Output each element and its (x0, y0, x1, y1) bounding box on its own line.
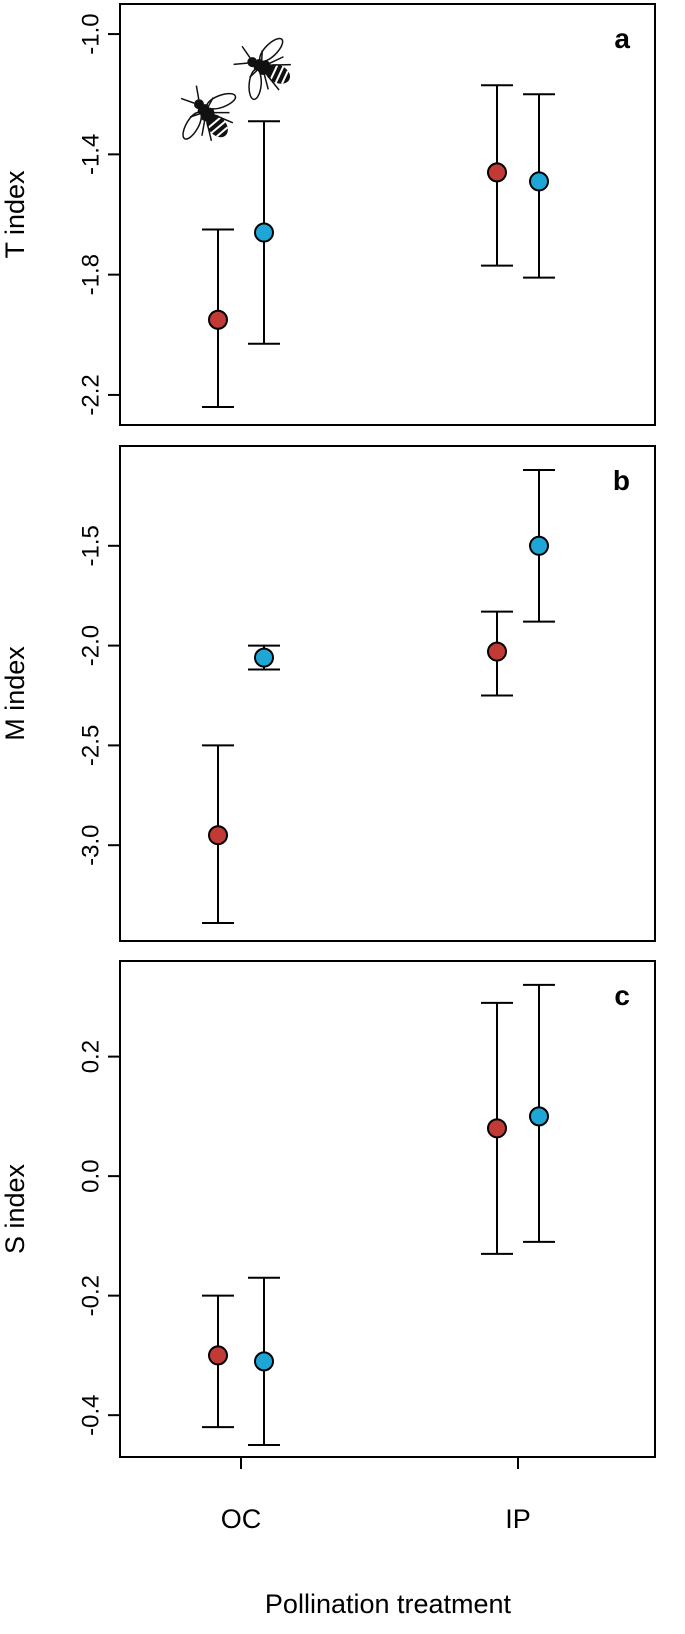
y-tick-label: -1.8 (77, 254, 104, 295)
panel-letter: b (613, 465, 630, 496)
y-tick-label: -3.0 (77, 825, 104, 866)
panel-a: -1.0 -1.4 -1.8 -2.2 T index a (0, 3, 656, 426)
y-axis-title: M index (0, 646, 30, 741)
plot-frame (119, 445, 656, 942)
y-tick-label: -2.2 (77, 374, 104, 415)
plot-frame (119, 960, 656, 1458)
data-point (529, 171, 549, 192)
y-tick-label: -2.0 (77, 625, 104, 666)
bee-icon (160, 68, 254, 160)
y-tick-label: 0.0 (77, 1159, 104, 1192)
y-axis-title: T index (0, 170, 30, 259)
data-point (487, 1118, 507, 1139)
data-point (254, 222, 274, 243)
plot-frame (119, 3, 656, 426)
panel-letter: c (614, 980, 630, 1011)
data-point (529, 535, 549, 556)
x-tick-label: IP (505, 1504, 531, 1534)
data-point (529, 1106, 549, 1127)
data-point (208, 309, 228, 330)
y-axis-title: S index (0, 1163, 30, 1254)
y-tick-label: -1.4 (77, 134, 104, 175)
panel-b: -1.5 -2.0 -2.5 -3.0 M index b (0, 445, 656, 942)
y-tick-label: -2.5 (77, 725, 104, 766)
data-point (208, 825, 228, 846)
panel-letter: a (614, 23, 630, 54)
y-tick-label: 0.2 (77, 1040, 104, 1073)
x-tick-label: OC (221, 1504, 262, 1534)
y-tick-label: -0.2 (77, 1275, 104, 1316)
y-tick-label: -0.4 (77, 1394, 104, 1435)
y-tick-label: -1.0 (77, 13, 104, 54)
data-point (208, 1345, 228, 1366)
data-point (487, 162, 507, 183)
y-tick-label: -1.5 (77, 525, 104, 566)
panel-c: 0.2 0.0 -0.2 -0.4 S index c (0, 960, 656, 1458)
x-axis-title: Pollination treatment (265, 1589, 512, 1619)
data-point (254, 1351, 274, 1372)
data-point (254, 647, 274, 668)
data-point (487, 641, 507, 662)
